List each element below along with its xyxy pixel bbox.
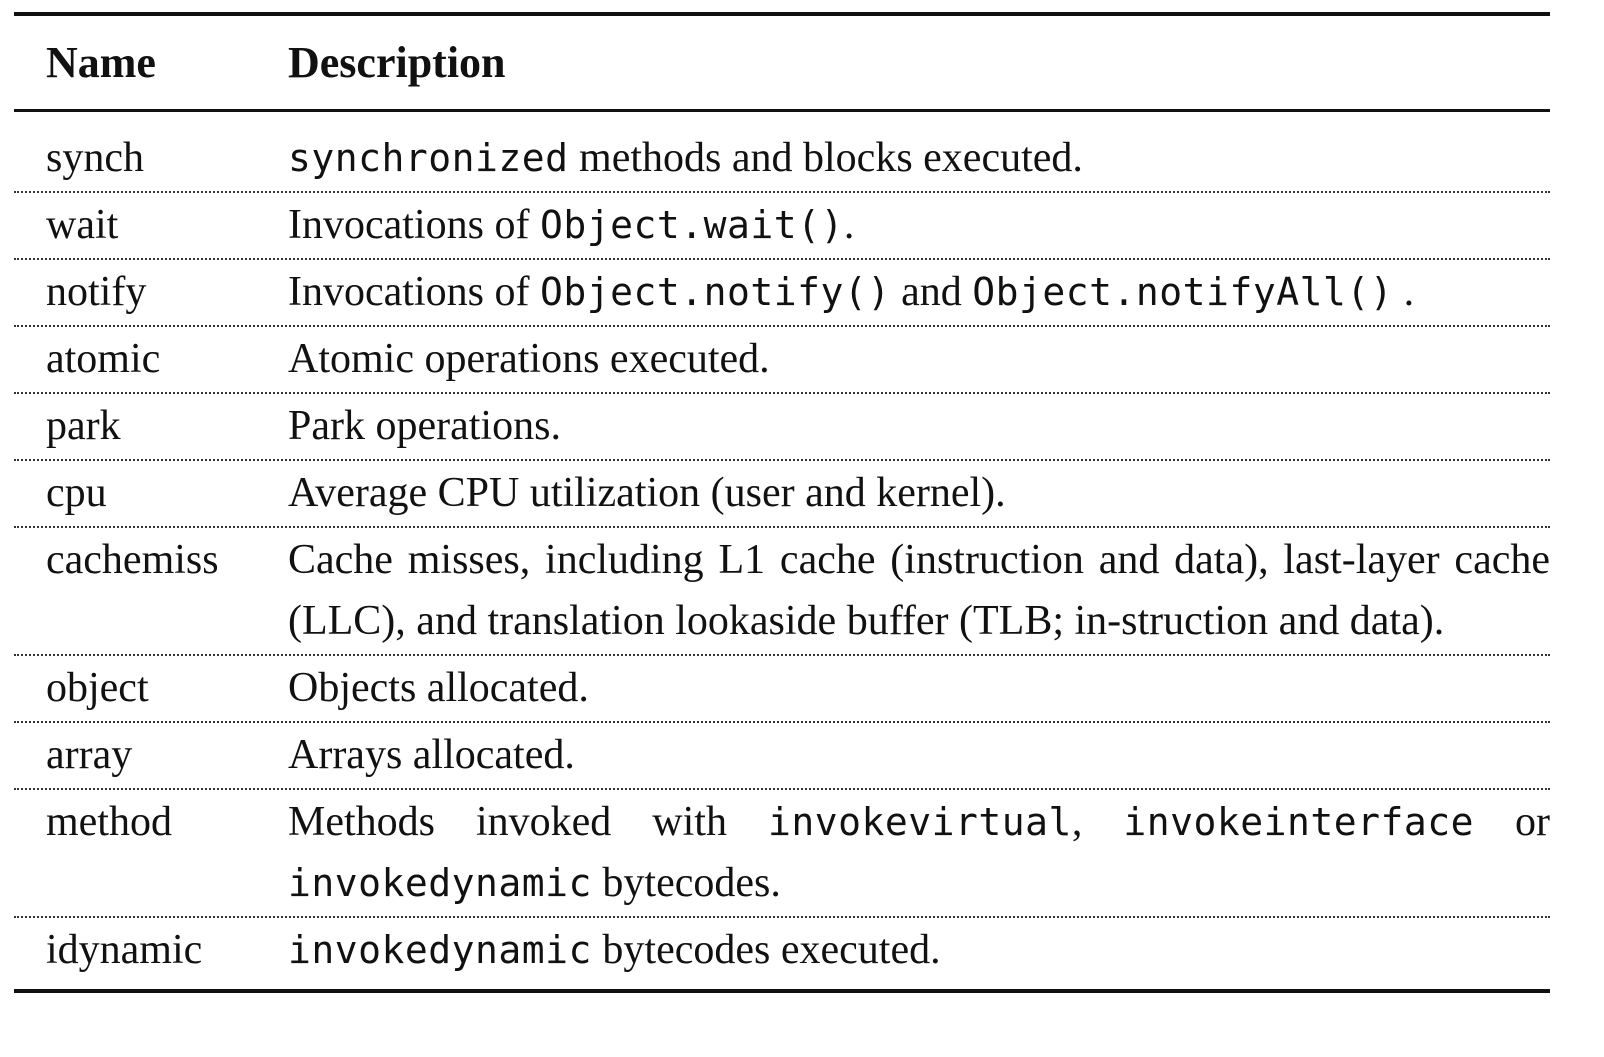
text-fragment: Average CPU utilization (user and kernel…: [288, 470, 1006, 516]
text-fragment: Methods invoked with: [288, 799, 768, 845]
column-header-name: Name: [46, 37, 156, 87]
text-fragment: methods and blocks executed.: [568, 135, 1083, 181]
metric-description: Cache misses, including L1 cache (instru…: [288, 530, 1550, 652]
table-row: park Park operations.: [14, 394, 1550, 461]
table-row: method Methods invoked with invokevirtual…: [14, 790, 1550, 918]
code-fragment: invokevirtual: [767, 800, 1072, 844]
metric-description: invokedynamic bytecodes executed.: [288, 920, 1550, 981]
metric-name: synch: [46, 135, 144, 181]
metric-name: object: [46, 665, 149, 711]
table-bottom-rule: [14, 989, 1550, 993]
metric-description: Methods invoked with invokevirtual, invo…: [288, 792, 1550, 914]
code-fragment: synchronized: [288, 136, 569, 180]
table-body: synch synchronized methods and blocks exe…: [14, 112, 1550, 989]
table-top-rule: [14, 12, 1550, 16]
metric-description: Objects allocated.: [288, 658, 1550, 719]
table-header-row: Name Description: [14, 16, 1550, 109]
text-fragment: .: [843, 202, 855, 248]
code-fragment: Object.wait(): [539, 203, 844, 247]
metric-description: Average CPU utilization (user and kernel…: [288, 463, 1550, 524]
table-row: wait Invocations of Object.wait().: [14, 193, 1550, 260]
metric-name: park: [46, 403, 121, 449]
text-fragment: bytecodes.: [591, 860, 781, 906]
text-fragment: and: [890, 269, 973, 315]
metric-name: atomic: [46, 336, 161, 382]
text-fragment: Arrays allocated.: [288, 732, 575, 778]
table-row: array Arrays allocated.: [14, 723, 1550, 790]
text-fragment: Cache misses, including L1 cache (instru…: [288, 537, 1550, 644]
code-fragment: invokedynamic: [288, 861, 592, 905]
metrics-table: Name Description synch synchronized metho…: [14, 12, 1550, 993]
metric-name: notify: [46, 269, 147, 315]
text-fragment: Invocations of: [288, 269, 540, 315]
text-fragment: or: [1474, 799, 1550, 845]
code-fragment: Object.notifyAll(): [972, 270, 1394, 314]
table-row: cpu Average CPU utilization (user and ker…: [14, 461, 1550, 528]
text-fragment: Invocations of: [288, 202, 540, 248]
code-fragment: Object.notify(): [539, 270, 891, 314]
table-header-rule: [14, 109, 1550, 112]
text-fragment: .: [1393, 269, 1415, 315]
code-fragment: invokedynamic: [288, 928, 592, 972]
metric-name: cpu: [46, 470, 107, 516]
text-fragment: Atomic operations executed.: [288, 336, 770, 382]
metric-name: array: [46, 732, 133, 778]
table-row: synch synchronized methods and blocks exe…: [14, 112, 1550, 193]
metric-description: Atomic operations executed.: [288, 329, 1550, 390]
metric-name: cachemiss: [46, 537, 219, 583]
metric-description: Park operations.: [288, 396, 1550, 457]
metric-description: Invocations of Object.notify() and Objec…: [288, 262, 1550, 323]
metric-name: idynamic: [46, 927, 203, 973]
text-fragment: bytecodes executed.: [591, 927, 941, 973]
metric-name: wait: [46, 202, 119, 248]
table-row: object Objects allocated.: [14, 656, 1550, 723]
metric-name: method: [46, 799, 172, 845]
table-row: atomic Atomic operations executed.: [14, 327, 1550, 394]
text-fragment: Park operations.: [288, 403, 561, 449]
table-row: idynamic invokedynamic bytecodes executed…: [14, 918, 1550, 989]
column-header-description: Description: [288, 37, 506, 87]
table-row: notify Invocations of Object.notify() and…: [14, 260, 1550, 327]
code-fragment: invokeinterface: [1123, 800, 1475, 844]
metric-description: Arrays allocated.: [288, 725, 1550, 786]
metric-description: synchronized methods and blocks executed…: [288, 128, 1550, 189]
text-fragment: ,: [1071, 799, 1124, 845]
metric-description: Invocations of Object.wait().: [288, 195, 1550, 256]
text-fragment: Objects allocated.: [288, 665, 589, 711]
table-row: cachemiss Cache misses, including L1 cach…: [14, 528, 1550, 656]
